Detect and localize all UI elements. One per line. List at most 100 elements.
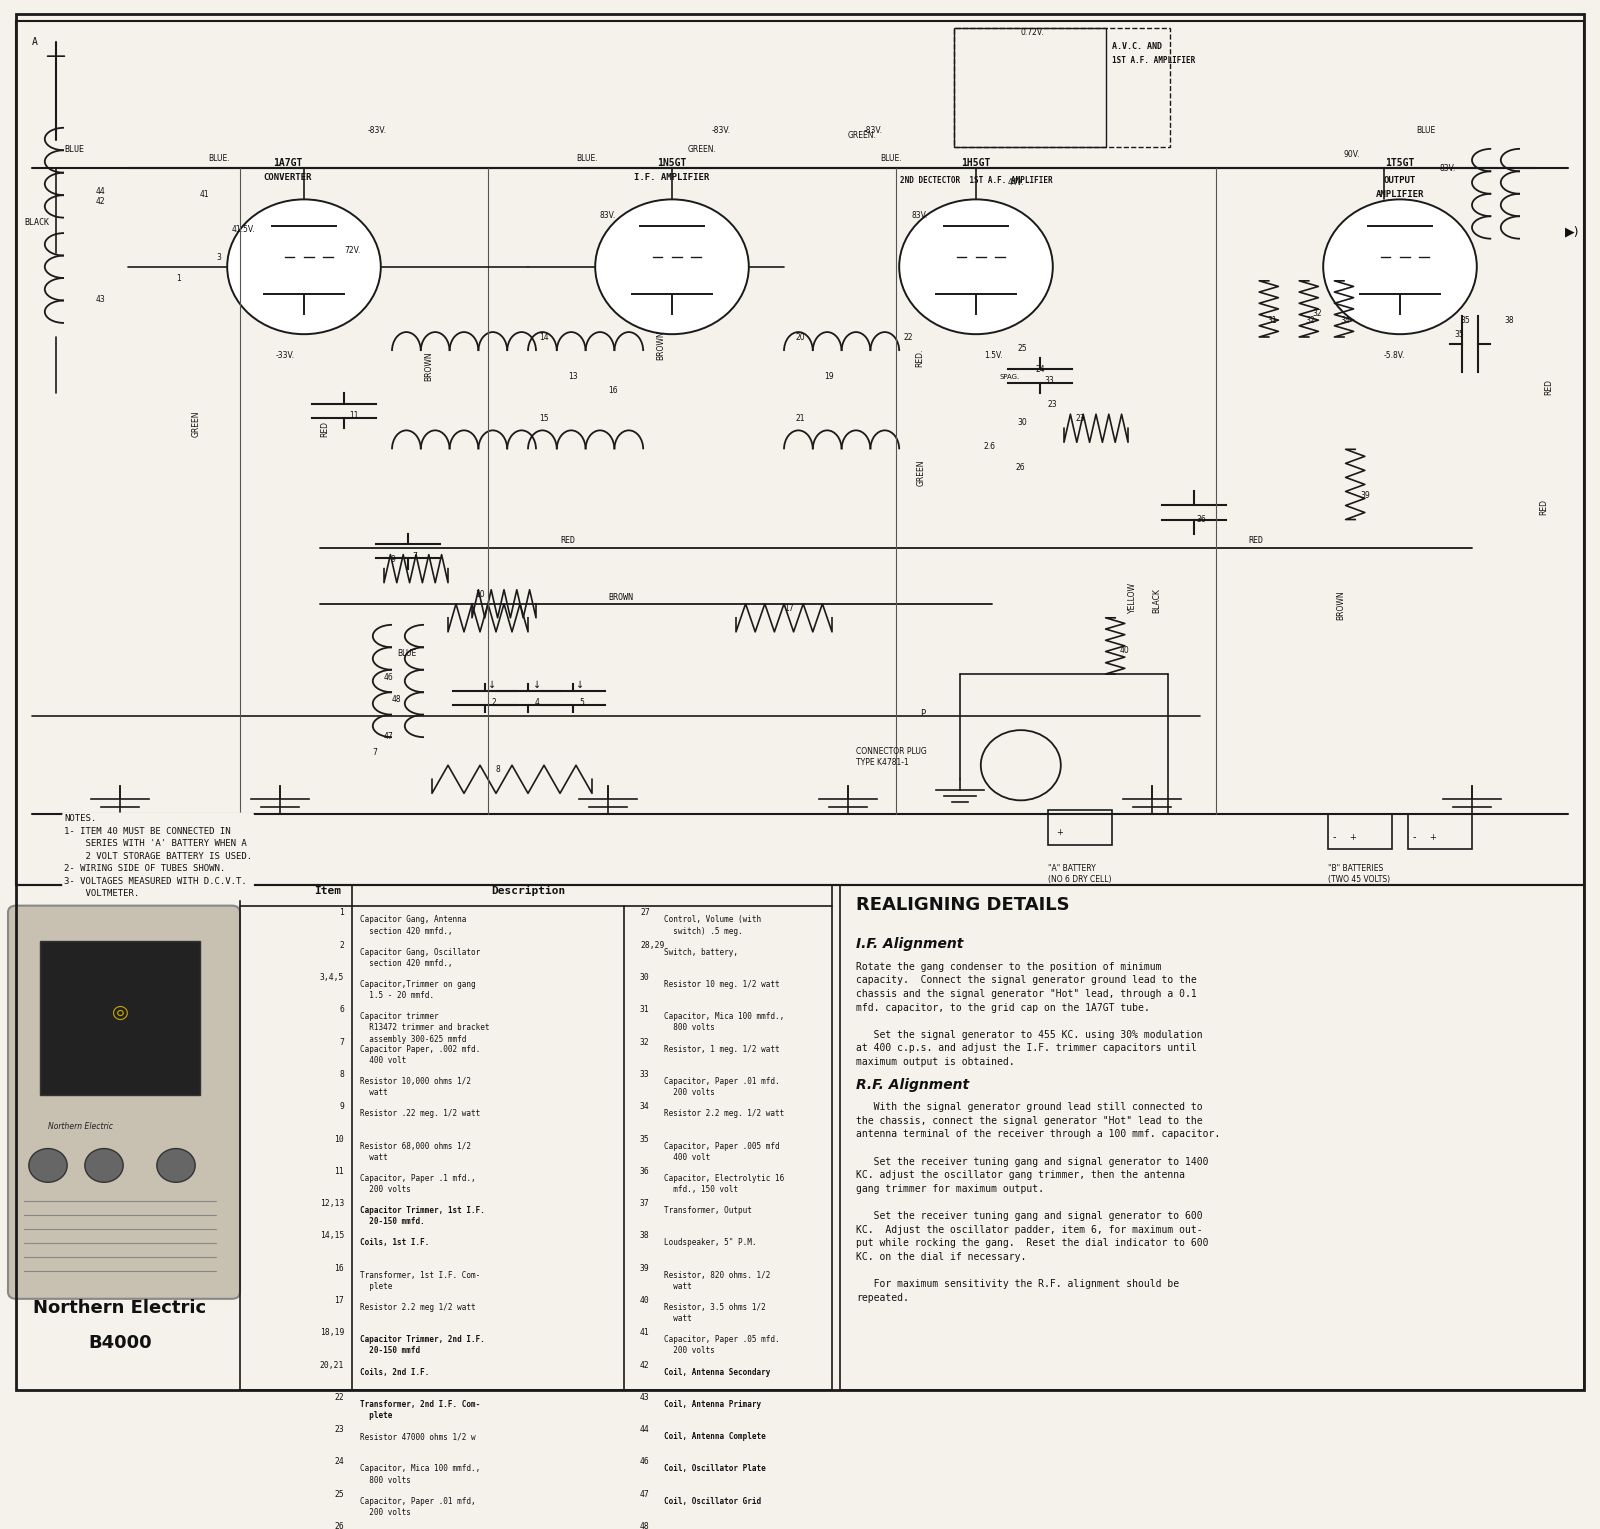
Text: Coil, Oscillator Plate: Coil, Oscillator Plate [664,1465,766,1474]
Text: -83V.: -83V. [864,127,883,136]
Text: BLUE: BLUE [397,648,416,657]
Circle shape [1323,199,1477,335]
Text: BLUE: BLUE [1416,127,1435,136]
Text: 34: 34 [1341,317,1350,326]
Bar [954,28,1170,147]
Text: 13: 13 [568,372,578,381]
Text: Rotate the gang condenser to the position of minimum
capacity.  Connect the sign: Rotate the gang condenser to the positio… [856,962,1203,1067]
Text: 48: 48 [392,696,402,703]
Text: ▶): ▶) [1565,226,1579,239]
Text: 21: 21 [795,414,805,424]
Text: I.F. AMPLIFIER: I.F. AMPLIFIER [634,173,710,182]
Text: Capacitor, Mica 100 mmfd.,
  800 volts: Capacitor, Mica 100 mmfd., 800 volts [360,1465,480,1485]
Text: 33: 33 [640,1070,650,1079]
Text: GREEN: GREEN [917,460,926,486]
FancyBboxPatch shape [8,905,240,1298]
Text: 40: 40 [1120,645,1130,654]
Text: 32: 32 [1306,317,1315,326]
Text: RED: RED [1544,379,1554,394]
Text: 35: 35 [1461,317,1470,326]
Text: 1: 1 [176,274,181,283]
Text: 34: 34 [640,1102,650,1112]
Text: 0.72V.: 0.72V. [1021,28,1045,37]
Text: 2.6: 2.6 [984,442,995,451]
Text: Resistor, 820 ohms. 1/2
  watt: Resistor, 820 ohms. 1/2 watt [664,1271,770,1290]
Text: -5.8V.: -5.8V. [1384,352,1405,359]
Text: Coil, Oscillator Grid: Coil, Oscillator Grid [664,1497,762,1506]
Text: TYPE K4781-1: TYPE K4781-1 [856,758,909,768]
Text: BLUE.: BLUE. [880,154,902,164]
Text: CONNECTOR PLUG: CONNECTOR PLUG [856,748,926,755]
Text: B4000: B4000 [88,1333,152,1352]
Text: 30: 30 [640,972,650,982]
Text: Capacitor Paper, .002 mfd.
  400 volt: Capacitor Paper, .002 mfd. 400 volt [360,1044,480,1064]
Text: 26: 26 [334,1521,344,1529]
Text: Capacitor Trimmer, 1st I.F.
  20-150 mmfd.: Capacitor Trimmer, 1st I.F. 20-150 mmfd. [360,1206,485,1226]
Text: Capacitor, Paper .01 mfd,
  200 volts: Capacitor, Paper .01 mfd, 200 volts [360,1497,475,1517]
Text: 23: 23 [1075,414,1085,424]
Text: 44: 44 [96,187,106,196]
Text: 11: 11 [349,411,358,420]
Text: 15: 15 [539,414,549,424]
Text: BROWN: BROWN [656,330,666,359]
Text: Capacitor,Trimmer on gang
  1.5 - 20 mmfd.: Capacitor,Trimmer on gang 1.5 - 20 mmfd. [360,980,475,1000]
Text: 14,15: 14,15 [320,1231,344,1240]
Text: (TWO 45 VOLTS): (TWO 45 VOLTS) [1328,875,1390,884]
Text: 37: 37 [640,1199,650,1208]
Text: RED: RED [560,537,574,546]
Bar [240,885,832,1390]
Text: 9: 9 [339,1102,344,1112]
Text: GREEN.: GREEN. [848,130,877,139]
Circle shape [227,199,381,335]
Text: 16: 16 [334,1264,344,1272]
Text: 7: 7 [373,748,378,757]
Text: Resistor 68,000 ohms 1/2
  watt: Resistor 68,000 ohms 1/2 watt [360,1142,470,1162]
Text: Resistor .22 meg. 1/2 watt: Resistor .22 meg. 1/2 watt [360,1109,480,1118]
Text: 38: 38 [1504,317,1514,326]
Bar [1328,815,1392,850]
Text: 3,4,5: 3,4,5 [320,972,344,982]
Text: Transformer, 1st I.F. Com-
  plete: Transformer, 1st I.F. Com- plete [360,1271,480,1290]
Text: 32: 32 [640,1038,650,1047]
Text: I.F. Alignment: I.F. Alignment [856,937,963,951]
Text: Northern Electric: Northern Electric [34,1298,206,1316]
Text: P: P [920,709,925,719]
Text: 1H5GT: 1H5GT [962,157,990,168]
Text: ◎: ◎ [112,1003,128,1021]
Circle shape [29,1148,67,1182]
Text: Capacitor Gang, Oscillator
  section 420 mmfd.,: Capacitor Gang, Oscillator section 420 m… [360,948,480,968]
Text: 7: 7 [413,552,418,561]
Text: 20: 20 [795,333,805,342]
Text: 4: 4 [534,697,539,706]
Text: 1N5GT: 1N5GT [658,157,686,168]
Text: 24: 24 [1035,365,1045,375]
Text: BLUE.: BLUE. [208,154,230,164]
Text: ↓: ↓ [576,680,584,690]
Text: Switch, battery,: Switch, battery, [664,948,738,957]
Text: Transformer, 2nd I.F. Com-
  plete: Transformer, 2nd I.F. Com- plete [360,1401,480,1420]
Text: 19: 19 [824,372,834,381]
Text: 23: 23 [334,1425,344,1434]
Text: Capacitor, Mica 100 mmfd.,
  800 volts: Capacitor, Mica 100 mmfd., 800 volts [664,1012,784,1032]
Text: Coil, Antenna Complete: Coil, Antenna Complete [664,1433,766,1442]
Text: Resistor 10 meg. 1/2 watt: Resistor 10 meg. 1/2 watt [664,980,779,989]
Text: 8: 8 [496,766,501,774]
Text: 90V.: 90V. [1344,150,1360,159]
Text: RED: RED [320,422,330,437]
Text: 20,21: 20,21 [320,1361,344,1370]
Text: BLUE: BLUE [64,145,83,153]
Text: AMPLIFIER: AMPLIFIER [1376,190,1424,199]
Text: 2: 2 [339,940,344,950]
Text: 22: 22 [334,1393,344,1402]
Bar [840,885,1584,1390]
Text: 22: 22 [904,333,914,342]
Text: 83V.: 83V. [1440,164,1456,173]
Text: -83V.: -83V. [712,127,731,136]
Text: 14: 14 [539,333,549,342]
Text: -: - [1333,832,1336,841]
Text: BLACK: BLACK [1152,589,1162,613]
Text: 7: 7 [339,1038,344,1047]
Text: RED: RED [1539,498,1549,514]
Text: Capacitor, Paper .005 mfd
  400 volt: Capacitor, Paper .005 mfd 400 volt [664,1142,779,1162]
Text: 2: 2 [491,697,496,706]
